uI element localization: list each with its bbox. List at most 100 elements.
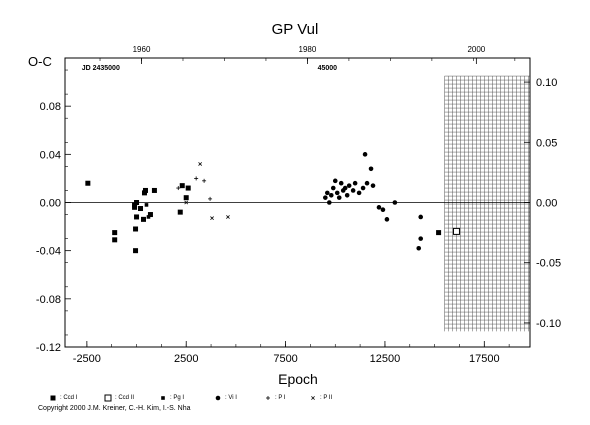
data-point bbox=[346, 183, 352, 188]
legend-symbol bbox=[215, 395, 221, 401]
x-tick-label: 2500 bbox=[174, 353, 198, 365]
series-pg-i bbox=[144, 203, 151, 219]
y-axis-label: O-C bbox=[28, 54, 52, 69]
data-point bbox=[342, 185, 348, 191]
cross-stroke bbox=[311, 396, 315, 400]
data-point bbox=[418, 236, 424, 241]
legend-item: : P I bbox=[263, 392, 286, 404]
data-point bbox=[311, 396, 315, 400]
data-point bbox=[144, 203, 149, 207]
right-y-tick-label: -0.05 bbox=[536, 258, 561, 270]
y-tick-label: -0.08 bbox=[36, 294, 61, 306]
legend-label: : Pg I bbox=[170, 395, 185, 401]
data-point bbox=[210, 216, 214, 221]
legend-symbol bbox=[266, 396, 270, 400]
data-point bbox=[133, 248, 139, 254]
data-point bbox=[161, 396, 165, 400]
data-point bbox=[179, 183, 185, 189]
data-point bbox=[112, 237, 118, 243]
data-point bbox=[384, 217, 390, 222]
data-point bbox=[147, 212, 153, 218]
legend-label: : P I bbox=[275, 395, 286, 401]
x-tick-label: 17500 bbox=[469, 353, 500, 365]
x-tick-label: -2500 bbox=[73, 353, 101, 365]
legend-label: : P II bbox=[320, 395, 333, 401]
y-tick-label: 0.00 bbox=[40, 198, 61, 210]
data-point bbox=[368, 166, 374, 172]
series-ccd-i bbox=[85, 180, 442, 254]
data-point bbox=[138, 206, 144, 212]
legend-symbol bbox=[161, 396, 165, 400]
right-y-tick-label: 0.05 bbox=[536, 137, 557, 149]
series-ccd-ii bbox=[452, 227, 460, 235]
data-point bbox=[140, 216, 146, 222]
legend-item: : Ccd II bbox=[103, 392, 134, 404]
data-point bbox=[134, 200, 140, 205]
data-point bbox=[364, 180, 370, 186]
legend: : Ccd I : Ccd II : Pg I : Vi I : P I : P II bbox=[48, 392, 468, 404]
top-year-label: 1980 bbox=[299, 45, 317, 54]
y-tick-label: -0.12 bbox=[36, 342, 61, 354]
data-point bbox=[183, 195, 189, 201]
x-tick-label: 12500 bbox=[370, 353, 401, 365]
data-point bbox=[50, 395, 56, 401]
data-point bbox=[323, 195, 328, 200]
x-tick-label: 7500 bbox=[273, 353, 297, 365]
cross-stroke bbox=[210, 216, 214, 221]
data-point bbox=[85, 180, 91, 186]
data-point bbox=[370, 183, 376, 188]
data-point bbox=[380, 207, 386, 213]
data-point bbox=[344, 192, 350, 198]
data-point bbox=[146, 215, 151, 219]
data-point bbox=[266, 396, 270, 400]
legend-label: : Ccd II bbox=[115, 395, 135, 401]
data-point bbox=[202, 178, 207, 183]
data-point bbox=[452, 227, 460, 235]
data-point bbox=[436, 230, 442, 236]
data-point bbox=[177, 209, 183, 215]
legend-symbol bbox=[50, 395, 56, 401]
data-point bbox=[362, 152, 368, 157]
series-p-ii bbox=[184, 162, 230, 221]
data-point bbox=[198, 162, 203, 166]
y-tick-label: 0.04 bbox=[40, 149, 61, 161]
legend-label: : Vi I bbox=[225, 395, 237, 401]
future-epoch-grid bbox=[444, 75, 530, 332]
data-point bbox=[328, 192, 334, 198]
data-point bbox=[326, 200, 332, 205]
data-point bbox=[332, 178, 338, 184]
data-point bbox=[325, 190, 330, 196]
data-point bbox=[336, 195, 342, 200]
x-axis-label: Epoch bbox=[278, 371, 318, 387]
data-point bbox=[416, 245, 422, 251]
data-point bbox=[352, 180, 358, 186]
legend-symbol bbox=[104, 394, 112, 402]
data-point bbox=[176, 186, 181, 191]
data-point bbox=[356, 190, 362, 196]
annotation-label: JD 2435000 bbox=[82, 65, 120, 72]
legend-item: : Vi I bbox=[213, 392, 237, 404]
cross-stroke bbox=[226, 215, 230, 219]
data-point bbox=[104, 394, 112, 402]
data-point bbox=[133, 226, 139, 232]
legend-item: : P II bbox=[308, 392, 332, 404]
series-p-i bbox=[176, 176, 213, 201]
data-point bbox=[418, 214, 424, 220]
data-point bbox=[350, 188, 356, 193]
legend-item: : Pg I bbox=[158, 392, 184, 404]
data-point bbox=[142, 187, 148, 193]
data-point bbox=[392, 200, 398, 205]
data-point bbox=[151, 187, 157, 193]
legend-label: : Ccd I bbox=[60, 395, 78, 401]
data-point bbox=[112, 230, 118, 236]
legend-item: : Ccd I bbox=[48, 392, 77, 404]
legend-symbol bbox=[311, 396, 315, 400]
data-point bbox=[215, 395, 221, 401]
data-point bbox=[184, 200, 189, 205]
series-vi-i bbox=[323, 152, 424, 251]
top-year-label: 1960 bbox=[133, 45, 151, 54]
copyright-text: Copyright 2000 J.M. Kreiner, C.-H. Kim, … bbox=[38, 405, 191, 412]
annotation-label: 45000 bbox=[318, 65, 338, 72]
cross-stroke bbox=[198, 162, 203, 166]
